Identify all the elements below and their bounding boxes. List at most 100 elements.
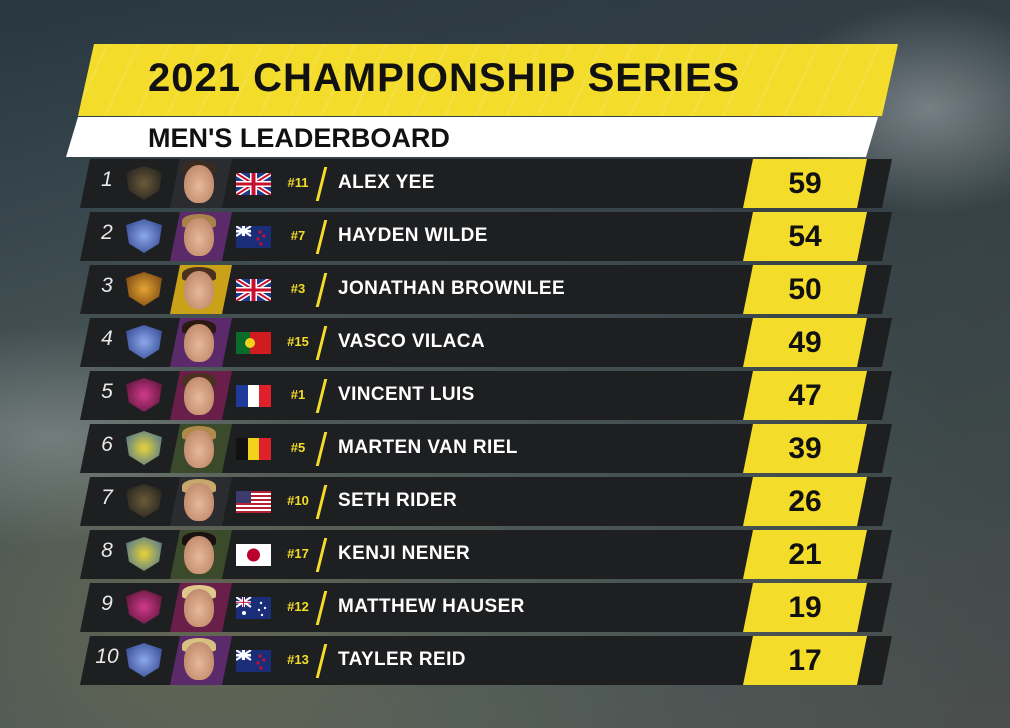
sharks-logo-icon <box>124 323 164 361</box>
athlete-portrait <box>170 318 232 367</box>
eagles-logo-icon <box>124 482 164 520</box>
athlete-number: #11 <box>287 175 309 190</box>
divider-slash <box>315 591 328 625</box>
rank-number: 5 <box>101 380 113 403</box>
points-value: 21 <box>788 537 822 571</box>
cheetahs-logo-icon <box>124 270 164 308</box>
athlete-name: SETH RIDER <box>338 490 458 511</box>
athlete-name: MATTHEW HAUSER <box>338 596 525 617</box>
points-value: 26 <box>788 484 822 518</box>
rank-number: 9 <box>101 592 113 615</box>
divider-slash <box>315 379 328 413</box>
points-cell: 17 <box>743 636 867 685</box>
rank-number: 6 <box>101 433 113 456</box>
subtitle-banner: MEN'S LEADERBOARD <box>66 117 878 157</box>
eagles-logo-icon <box>124 164 164 202</box>
belgium-flag-icon <box>236 438 271 460</box>
page-subtitle: MEN'S LEADERBOARD <box>148 123 450 153</box>
leaderboard-row: 4 #15 VASCO VILACA 49 <box>80 318 892 367</box>
athlete-number: #12 <box>287 599 309 614</box>
scorpions-logo-icon <box>124 588 164 626</box>
points-value: 49 <box>788 325 822 359</box>
athlete-number: #7 <box>290 228 306 243</box>
athlete-portrait <box>170 636 232 685</box>
divider-slash <box>315 167 328 201</box>
divider-slash <box>315 485 328 519</box>
leaderboard-row: 1 #11 ALEX YEE 59 <box>80 159 892 208</box>
athlete-portrait <box>170 530 232 579</box>
points-value: 17 <box>788 643 822 677</box>
points-cell: 49 <box>743 318 867 367</box>
points-cell: 59 <box>743 159 867 208</box>
rank-number: 3 <box>101 274 113 297</box>
usa-flag-icon <box>236 491 271 513</box>
divider-slash <box>315 326 328 360</box>
athlete-name: KENJI NENER <box>338 543 471 564</box>
leaderboard-row: 8 #17 KENJI NENER 21 <box>80 530 892 579</box>
athlete-name: HAYDEN WILDE <box>338 225 488 246</box>
athlete-portrait <box>170 477 232 526</box>
rank-number: 7 <box>101 486 113 509</box>
points-value: 39 <box>788 431 822 465</box>
leaderboard-row: 9 #12 MATTHEW HAUSER 19 <box>80 583 892 632</box>
rank-number: 2 <box>101 221 113 244</box>
athlete-name: VINCENT LUIS <box>338 384 475 405</box>
points-value: 50 <box>788 272 822 306</box>
leaderboard-row: 3 #3 JONATHAN BROWNLEE 50 <box>80 265 892 314</box>
portugal-flag-icon <box>236 332 271 354</box>
rank-number: 8 <box>101 539 113 562</box>
new-zealand-flag-icon <box>236 226 271 248</box>
athlete-number: #1 <box>290 387 306 402</box>
uk-flag-icon <box>236 173 271 195</box>
athlete-number: #13 <box>287 652 309 667</box>
leaderboard-row: 6 #5 MARTEN VAN RIEL 39 <box>80 424 892 473</box>
uk-flag-icon <box>236 279 271 301</box>
points-value: 47 <box>788 378 822 412</box>
leaderboard-row: 2 #7 HAYDEN WILDE 54 <box>80 212 892 261</box>
leaderboard-row: 7 #10 SETH RIDER 26 <box>80 477 892 526</box>
athlete-number: #17 <box>287 546 309 561</box>
rank-number: 1 <box>101 168 113 191</box>
athlete-number: #15 <box>287 334 309 349</box>
athlete-name: JONATHAN BROWNLEE <box>338 278 566 299</box>
australia-flag-icon <box>236 597 271 619</box>
points-cell: 50 <box>743 265 867 314</box>
france-flag-icon <box>236 385 271 407</box>
athlete-portrait <box>170 583 232 632</box>
athlete-portrait <box>170 424 232 473</box>
sharks-logo-icon <box>124 641 164 679</box>
new-zealand-flag-icon <box>236 650 271 672</box>
title-banner: 2021 CHAMPIONSHIP SERIES <box>78 44 898 116</box>
athlete-number: #3 <box>290 281 306 296</box>
points-value: 59 <box>788 166 822 200</box>
rank-number: 4 <box>101 327 113 350</box>
divider-slash <box>315 273 328 307</box>
scorpions-logo-icon <box>124 376 164 414</box>
points-cell: 26 <box>743 477 867 526</box>
leaderboard-row: 5 #1 VINCENT LUIS 47 <box>80 371 892 420</box>
points-cell: 39 <box>743 424 867 473</box>
athlete-name: TAYLER REID <box>338 649 466 670</box>
athlete-name: ALEX YEE <box>338 172 435 193</box>
points-cell: 21 <box>743 530 867 579</box>
points-cell: 54 <box>743 212 867 261</box>
divider-slash <box>315 538 328 572</box>
sharks-logo-icon <box>124 217 164 255</box>
leaderboard-row: 10 #13 TAYLER REID 17 <box>80 636 892 685</box>
points-cell: 47 <box>743 371 867 420</box>
points-value: 19 <box>788 590 822 624</box>
athlete-portrait <box>170 371 232 420</box>
page-title: 2021 CHAMPIONSHIP SERIES <box>148 56 741 100</box>
points-value: 54 <box>788 219 822 253</box>
rank-number: 10 <box>95 645 119 668</box>
athlete-number: #10 <box>287 493 309 508</box>
rhinos-logo-icon <box>124 535 164 573</box>
divider-slash <box>315 432 328 466</box>
athlete-portrait <box>170 265 232 314</box>
athlete-portrait <box>170 159 232 208</box>
points-cell: 19 <box>743 583 867 632</box>
rhinos-logo-icon <box>124 429 164 467</box>
japan-flag-icon <box>236 544 271 566</box>
athlete-name: VASCO VILACA <box>338 331 485 352</box>
divider-slash <box>315 644 328 678</box>
